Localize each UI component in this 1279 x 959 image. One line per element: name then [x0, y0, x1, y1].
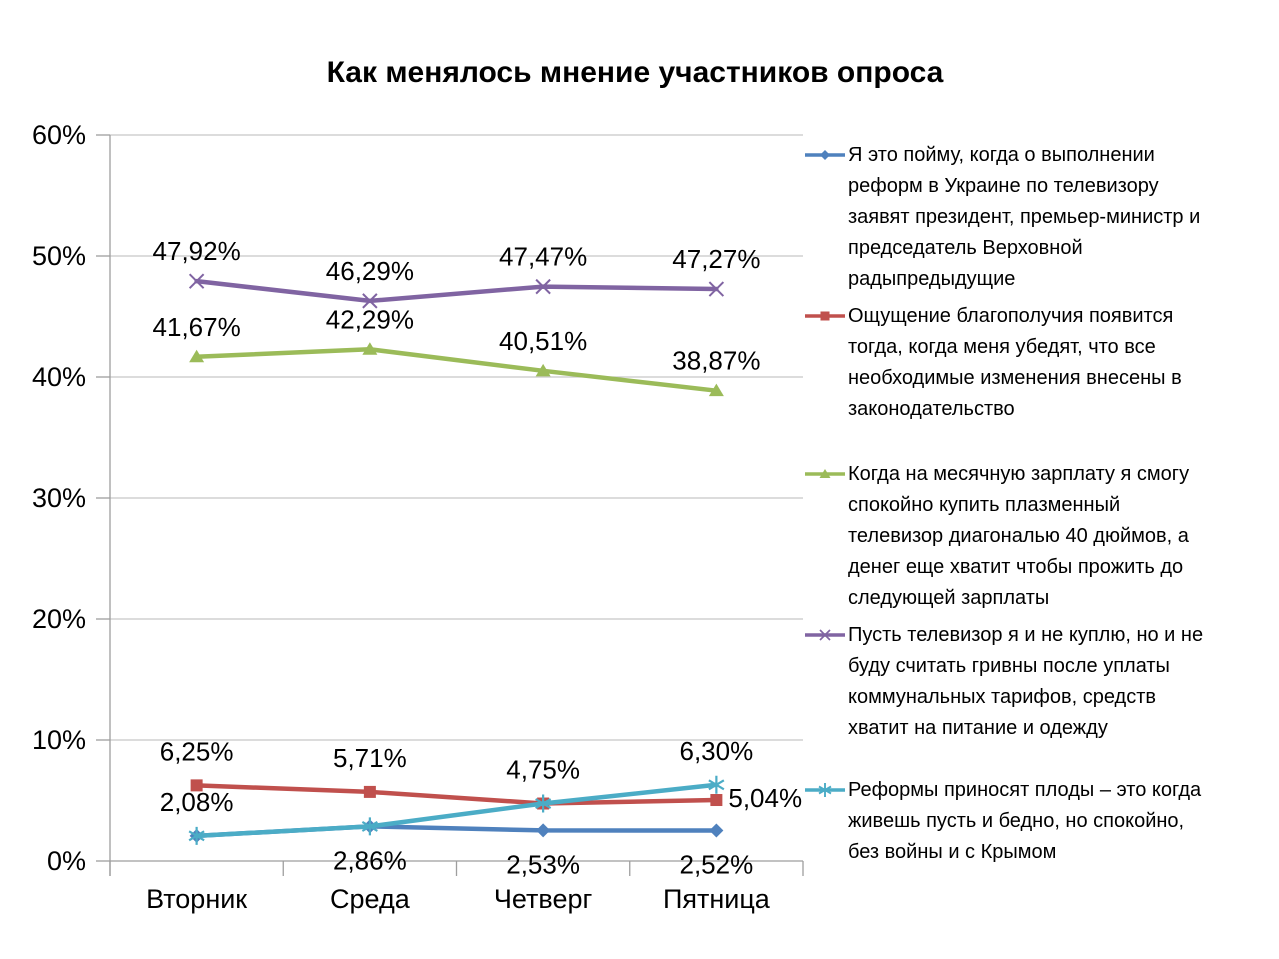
diamond-marker-icon	[805, 150, 845, 160]
y-tick-label: 0%	[47, 846, 86, 876]
data-label: 5,71%	[333, 743, 407, 773]
y-tick-labels: 0% 10% 20% 30% 40% 50% 60%	[32, 120, 86, 876]
series-line-wellbeing-when-laws-changed	[194, 783, 719, 806]
x-category-label: Среда	[330, 884, 411, 914]
square-marker-icon	[805, 311, 845, 321]
chart-legend: Я это пойму, когда о выполнении реформ в…	[805, 0, 1275, 959]
data-label: 2,52%	[680, 850, 754, 880]
legend-label-wellbeing-when-laws-changed: Ощущение благополучия появится тогда, ко…	[848, 305, 1182, 420]
y-tick-label: 30%	[32, 483, 86, 513]
series-line-reforms-peace-no-war-crimea	[194, 782, 719, 839]
legend-label-salary-buys-plasma-tv: Когда на месячную зарплату я смогу споко…	[848, 463, 1190, 609]
x-category-label: Вторник	[146, 884, 247, 914]
data-label: 42,29%	[326, 304, 414, 334]
data-label: 47,27%	[672, 244, 760, 274]
x-category-label: Четверг	[494, 884, 593, 914]
data-label: 41,67%	[153, 312, 241, 342]
legend-item-wellbeing-when-laws-changed: Ощущение благополучия появится тогда, ко…	[805, 301, 1182, 425]
data-label: 5,04%	[728, 783, 802, 813]
series-line-salary-buys-plasma-tv	[194, 347, 719, 393]
axes	[96, 134, 804, 876]
series-reforms-peace-no-war-crimea	[188, 775, 725, 845]
x-category-labels: Вторник Среда Четверг Пятница	[146, 884, 771, 914]
series-salary-buys-plasma-tv	[189, 342, 724, 397]
data-label: 2,53%	[506, 849, 580, 879]
y-tick-label: 20%	[32, 604, 86, 634]
data-label: 47,92%	[153, 236, 241, 266]
series-line-no-tv-but-enough-for-food-clothes	[194, 278, 719, 304]
chart-title: Как менялось мнение участников опроса	[326, 56, 944, 89]
data-labels: 2,08% 2,86% 2,53% 2,52% 6,25% 5,71% 4,75% 5,04%…	[153, 236, 803, 879]
x-marker-icon	[805, 629, 845, 641]
data-label: 6,30%	[680, 736, 754, 766]
data-label: 4,75%	[506, 755, 580, 785]
triangle-marker-icon	[805, 469, 845, 478]
gridlines	[110, 134, 803, 741]
legend-item-reforms-peace-no-war-crimea: Реформы приносят плоды – это когда живеш…	[805, 775, 1201, 868]
data-label: 2,86%	[333, 845, 407, 875]
data-label: 40,51%	[499, 326, 587, 356]
data-label: 38,87%	[672, 346, 760, 376]
y-tick-label: 40%	[32, 362, 86, 392]
legend-label-reforms-peace-no-war-crimea: Реформы приносят плоды – это когда живеш…	[848, 779, 1202, 863]
data-label: 2,08%	[160, 787, 234, 817]
legend-label-no-tv-but-enough-for-food-clothes: Пусть телевизор я и не куплю, но и не бу…	[848, 624, 1204, 739]
legend-item-no-tv-but-enough-for-food-clothes: Пусть телевизор я и не куплю, но и не бу…	[805, 620, 1203, 744]
data-label: 6,25%	[160, 736, 234, 766]
data-label: 47,47%	[499, 242, 587, 272]
data-label: 46,29%	[326, 256, 414, 286]
series-no-tv-but-enough-for-food-clothes	[188, 273, 725, 309]
legend-item-salary-buys-plasma-tv: Когда на месячную зарплату я смогу споко…	[805, 459, 1189, 614]
y-tick-label: 10%	[32, 725, 86, 755]
legend-label-understand-when-tv-announces: Я это пойму, когда о выполнении реформ в…	[848, 144, 1201, 290]
y-tick-label: 60%	[32, 120, 86, 150]
x-category-label: Пятница	[663, 884, 771, 914]
star-marker-icon	[805, 783, 845, 797]
y-tick-label: 50%	[32, 241, 86, 271]
legend-item-understand-when-tv-announces: Я это пойму, когда о выполнении реформ в…	[805, 140, 1200, 295]
